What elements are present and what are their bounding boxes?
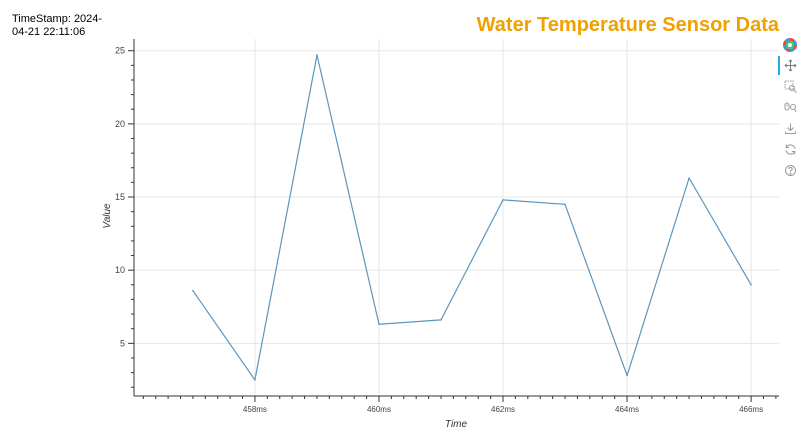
grid-lines xyxy=(134,39,779,396)
axis-labels: Time Value xyxy=(102,203,468,430)
save-icon[interactable] xyxy=(778,118,802,139)
data-point xyxy=(564,203,566,206)
x-tick-label: 462ms xyxy=(491,405,515,414)
data-point xyxy=(502,199,504,201)
series-layer xyxy=(192,54,752,381)
wheel-zoom-icon[interactable] xyxy=(778,97,802,118)
series-line xyxy=(192,54,752,381)
y-tick-label: 15 xyxy=(115,192,125,202)
data-point xyxy=(378,323,380,326)
data-point xyxy=(440,319,442,321)
x-axis-label: Time xyxy=(445,419,468,430)
data-point xyxy=(254,379,256,381)
axes: 458ms 460ms 462ms 464ms 466ms 5 10 15 20 25 xyxy=(115,39,779,414)
y-axis-label: Value xyxy=(102,203,113,229)
x-tick-label: 464ms xyxy=(615,405,639,414)
timestamp-label: TimeStamp: 2024-04-21 22:11:06 xyxy=(12,13,103,38)
x-tick-label: 458ms xyxy=(243,405,267,414)
data-point xyxy=(688,177,690,179)
data-point xyxy=(192,289,194,292)
y-tick-label: 10 xyxy=(115,265,125,275)
y-tick-label: 20 xyxy=(115,119,125,129)
pan-icon[interactable] xyxy=(778,55,802,76)
reset-icon[interactable] xyxy=(778,139,802,160)
x-tick-label: 466ms xyxy=(739,405,763,414)
box-zoom-icon[interactable] xyxy=(778,76,802,97)
data-point xyxy=(316,54,318,56)
x-tick-label: 460ms xyxy=(367,405,391,414)
y-tick-label: 5 xyxy=(120,338,125,348)
chart-title: Water Temperature Sensor Data xyxy=(476,14,779,36)
data-point xyxy=(626,374,628,377)
help-icon[interactable] xyxy=(778,160,802,181)
data-point xyxy=(750,284,752,286)
chart-toolbar xyxy=(778,34,802,181)
bokeh-logo-icon[interactable] xyxy=(778,34,802,55)
y-tick-label: 25 xyxy=(115,46,125,56)
